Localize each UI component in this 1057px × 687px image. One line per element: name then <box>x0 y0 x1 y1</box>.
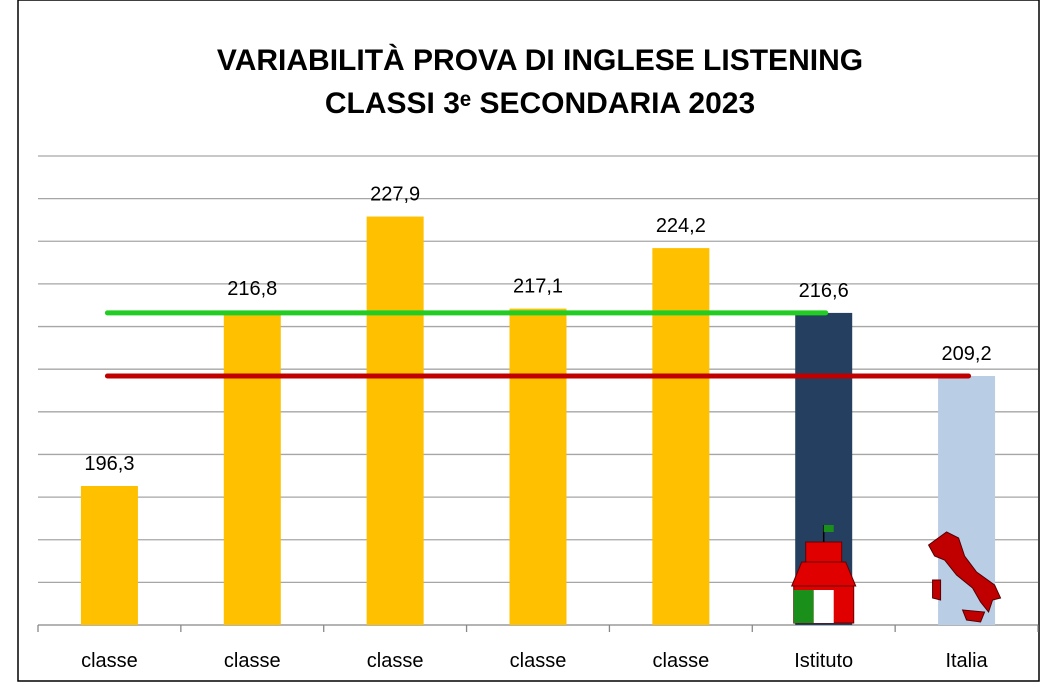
bar <box>366 216 424 625</box>
data-label: 216,6 <box>799 280 849 302</box>
italy-icon <box>927 531 1002 614</box>
school-icon <box>790 561 857 587</box>
x-tick-label: Istituto <box>794 650 853 672</box>
school-icon <box>823 525 834 532</box>
bar <box>80 486 138 625</box>
data-label: 227,9 <box>370 184 420 206</box>
data-label: 196,3 <box>84 453 134 475</box>
x-tick-label: Italia <box>945 650 988 672</box>
chart-title: CLASSI 3ᵉ SECONDARIA 2023 <box>325 87 755 120</box>
school-icon <box>813 590 834 623</box>
chart-title: VARIABILITÀ PROVA DI INGLESE LISTENING <box>217 43 863 77</box>
italy-icon <box>961 609 986 623</box>
data-label: 216,8 <box>227 278 277 300</box>
bar <box>223 311 281 625</box>
bar <box>652 248 710 625</box>
bar <box>509 308 567 625</box>
x-tick-label: classe <box>224 650 281 672</box>
x-tick-label: classe <box>510 650 567 672</box>
school-icon <box>805 541 843 563</box>
x-tick-label: classe <box>367 650 424 672</box>
data-label: 217,1 <box>513 276 563 298</box>
data-label: 224,2 <box>656 215 706 237</box>
school-icon <box>793 590 814 623</box>
x-tick-label: classe <box>653 650 710 672</box>
data-label: 209,2 <box>942 343 992 365</box>
x-tick-label: classe <box>81 650 138 672</box>
italy-icon <box>932 579 942 601</box>
